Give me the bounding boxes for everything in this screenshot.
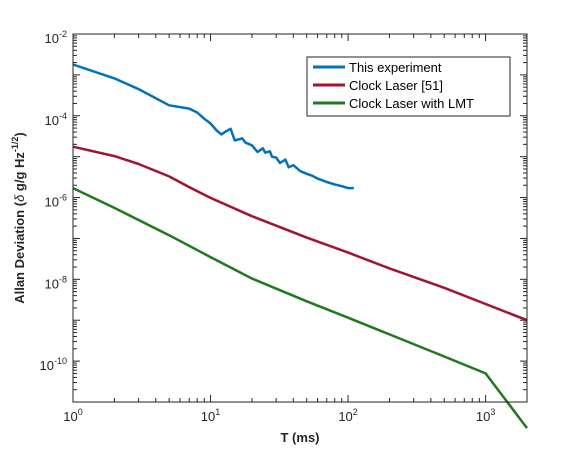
x-tick-label-base: 10 — [476, 409, 490, 424]
legend-entry-clock-laser: Clock Laser [51] — [313, 78, 443, 93]
x-tick-label: 103 — [476, 407, 495, 424]
legend-label-this-experiment: This experiment — [349, 60, 442, 75]
y-tick-label: 10-10 — [40, 356, 67, 373]
series-line-0 — [72, 63, 354, 190]
y-tick-label: 10-4 — [45, 111, 67, 128]
y-tick-label: 10-6 — [45, 193, 67, 210]
x-tick-label: 102 — [338, 407, 357, 424]
x-tick-label-base: 10 — [338, 409, 352, 424]
y-tick-label-base: 10 — [45, 195, 59, 210]
y-tick-label-exponent: -6 — [59, 193, 67, 203]
plot-frame — [72, 33, 528, 403]
legend-label-clock-laser-lmt: Clock Laser with LMT — [349, 96, 474, 111]
y-tick-label-base: 10 — [45, 276, 59, 291]
y-tick-label-base: 10 — [45, 31, 59, 46]
y-tick-label-base: 10 — [45, 113, 59, 128]
y-tick-label-exponent: -10 — [54, 356, 67, 366]
x-axis-title: T (ms) — [281, 430, 320, 445]
x-tick-label: 100 — [63, 407, 82, 424]
y-tick-label: 10-8 — [45, 274, 67, 291]
x-tick-label: 101 — [201, 407, 220, 424]
y-tick-label-exponent: -4 — [59, 111, 67, 121]
series-line-1 — [72, 145, 528, 322]
y-tick-label-exponent: -2 — [59, 29, 67, 39]
y-axis-title-part: ) — [12, 132, 27, 136]
legend-entry-this-experiment: This experiment — [313, 60, 442, 75]
series-layer — [72, 63, 528, 429]
x-tick-label-exponent: 0 — [78, 407, 83, 417]
x-tick-label-exponent: 2 — [353, 407, 358, 417]
y-axis-title-delta: δ — [12, 194, 27, 202]
y-axis-title-exponent: -1/2 — [10, 137, 20, 153]
legend-label-clock-laser: Clock Laser [51] — [349, 78, 443, 93]
y-axis-title-part: g/g Hz — [12, 152, 27, 195]
y-axis-title-part: Allan Deviation ( — [12, 201, 27, 304]
y-axis-title: Allan Deviation (δ g/g Hz-1/2) — [10, 132, 27, 304]
y-tick-label: 10-2 — [45, 29, 67, 46]
series-line-2 — [72, 186, 528, 429]
x-tick-label-exponent: 3 — [490, 407, 495, 417]
legend: This experiment Clock Laser [51] Clock L… — [306, 56, 511, 117]
x-tick-label-base: 10 — [201, 409, 215, 424]
legend-entry-clock-laser-lmt: Clock Laser with LMT — [313, 96, 474, 111]
x-tick-label-base: 10 — [63, 409, 77, 424]
y-tick-label-exponent: -8 — [59, 274, 67, 284]
x-tick-label-exponent: 1 — [215, 407, 220, 417]
y-tick-label-base: 10 — [40, 358, 54, 373]
